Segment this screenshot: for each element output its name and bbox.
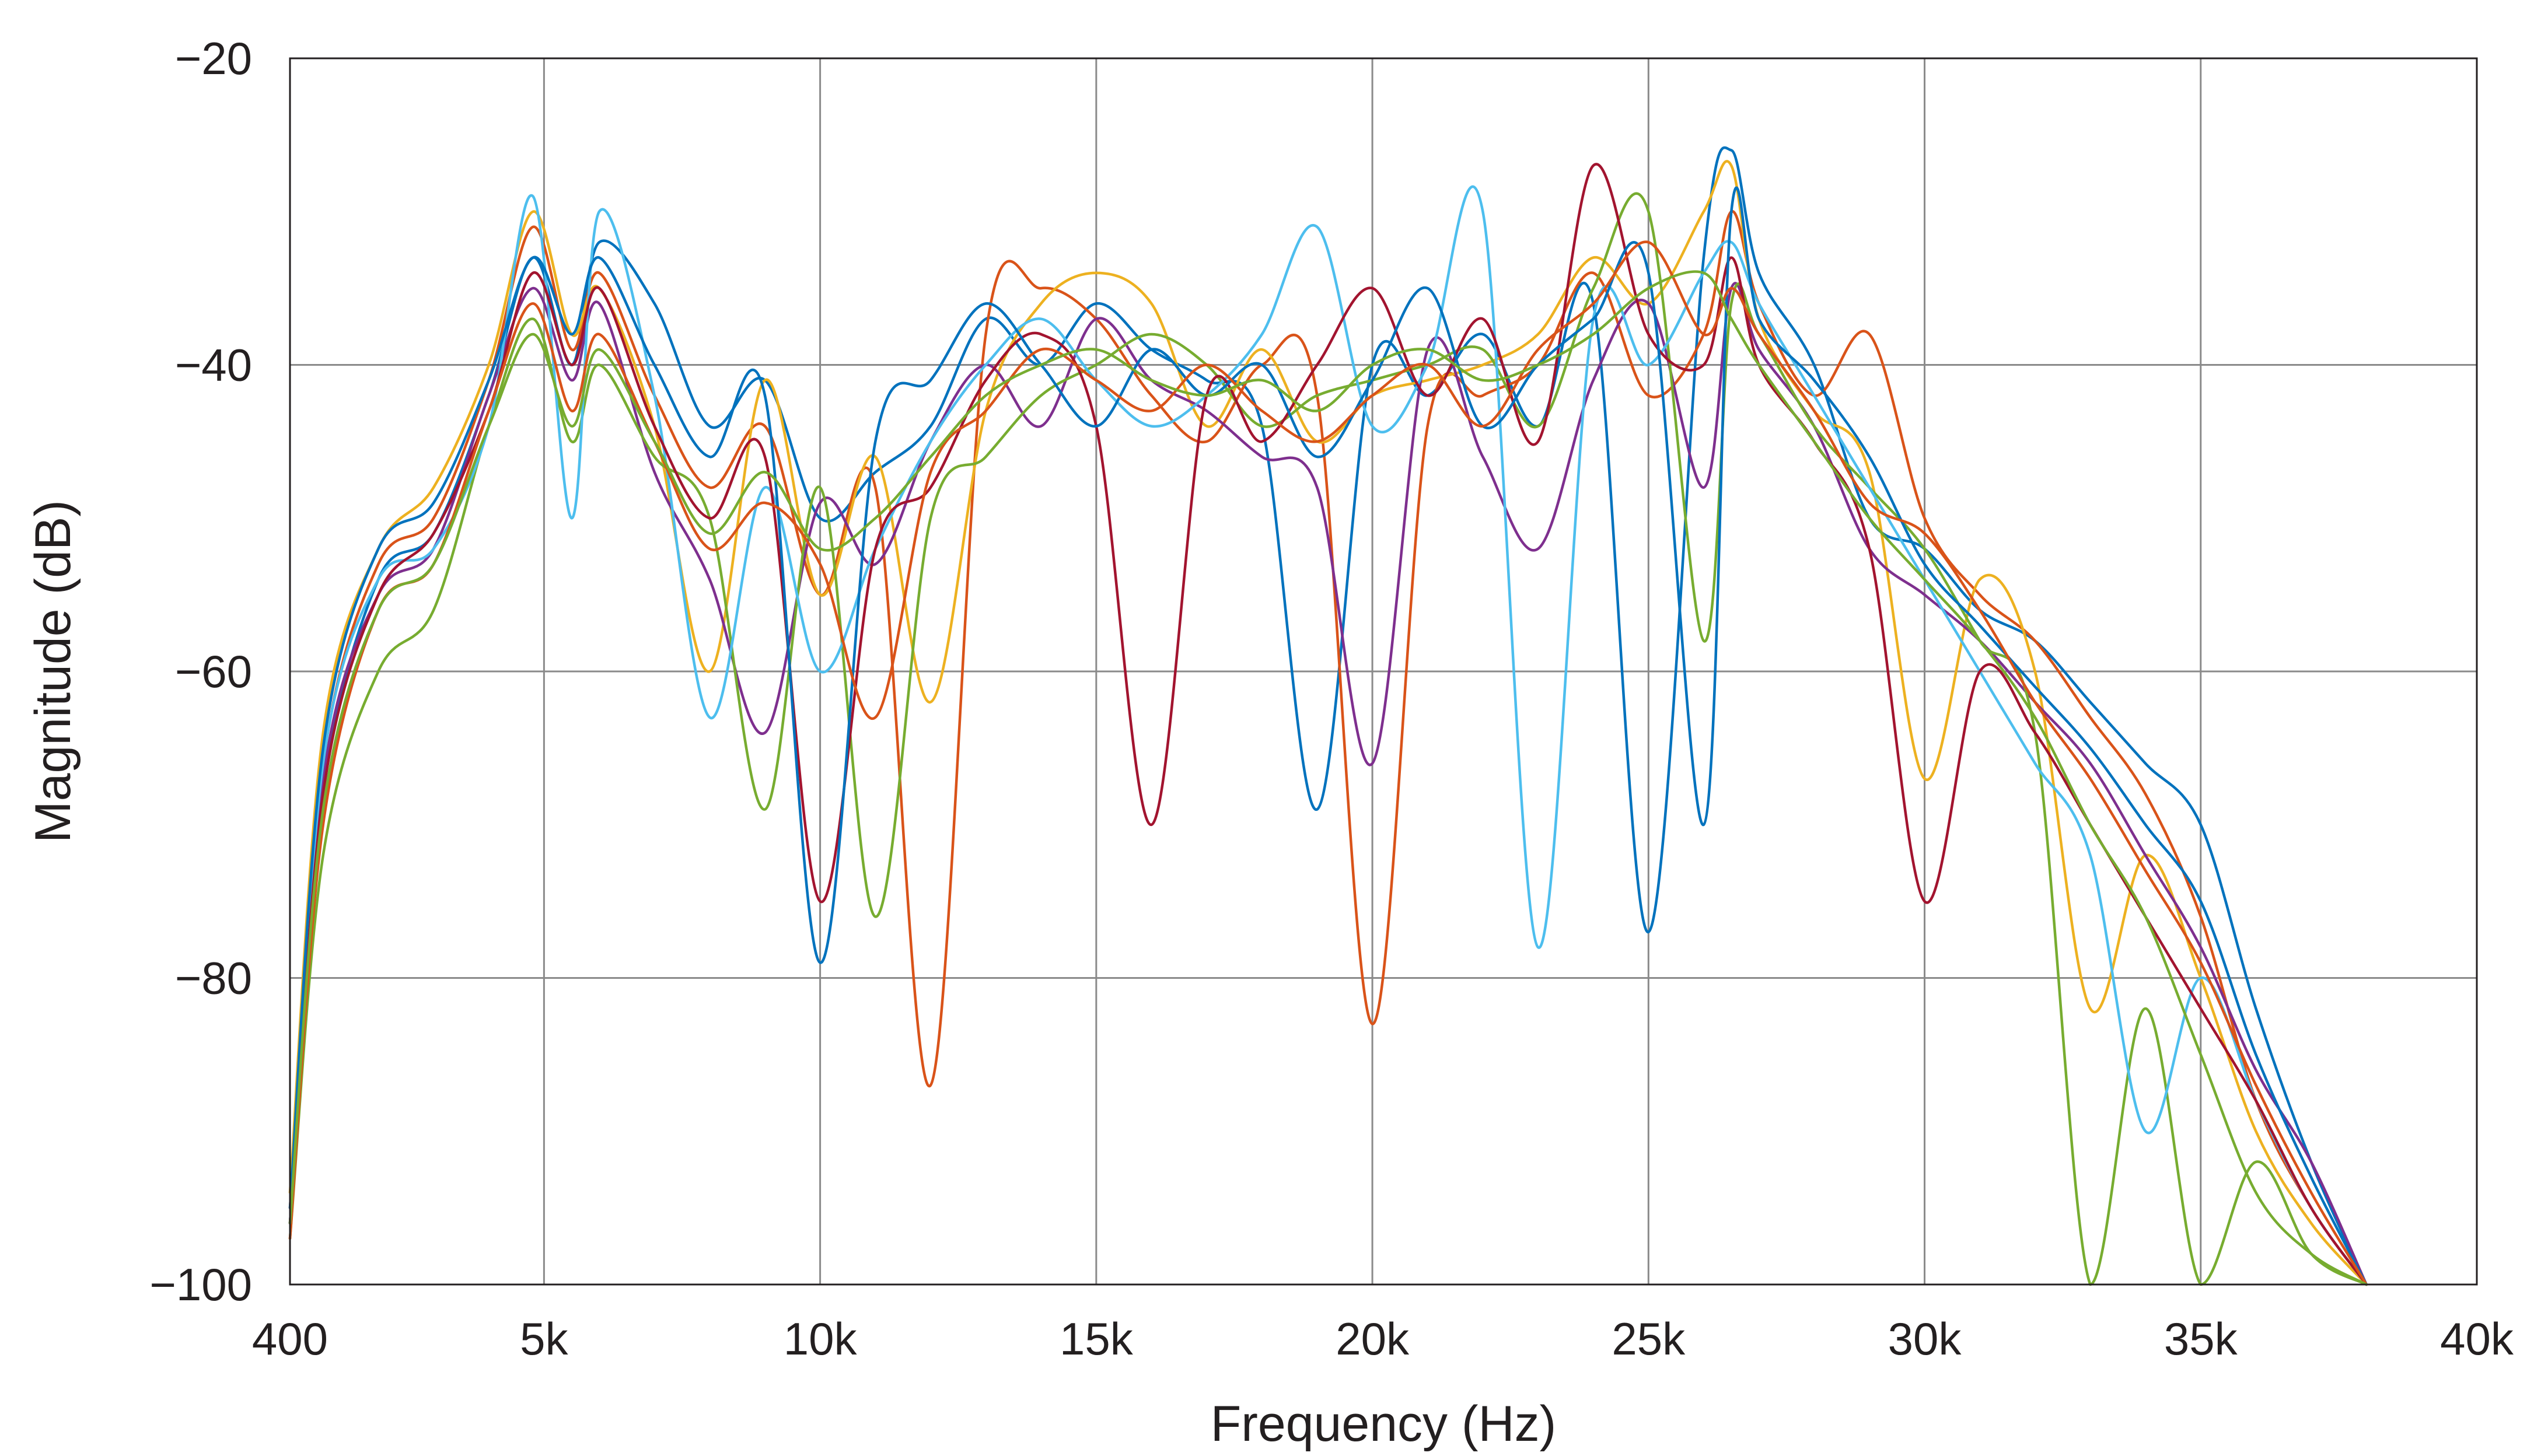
series-line-10 <box>288 270 2368 1286</box>
y-tick-label: −100 <box>149 1259 252 1310</box>
series-line-8 <box>288 186 2368 1286</box>
x-tick-label: 25k <box>1612 1313 1686 1364</box>
x-tick-label: 40k <box>2440 1313 2514 1364</box>
y-tick-label: −40 <box>175 340 252 391</box>
y-tick-label: −20 <box>175 33 252 84</box>
x-axis-label: Frequency (Hz) <box>1211 1396 1557 1452</box>
series-line-7 <box>288 163 2368 1286</box>
series-line-4 <box>288 282 2368 1286</box>
y-tick-label: −60 <box>175 646 252 697</box>
x-tick-labels: 400 5k 10k 15k 20k 25k 30k 35k 40k <box>252 1313 2514 1364</box>
series-lines <box>288 146 2368 1286</box>
x-tick-label: 35k <box>2164 1313 2238 1364</box>
x-tick-label: 400 <box>252 1313 328 1364</box>
y-axis-label: Magnitude (dB) <box>25 500 81 843</box>
x-tick-label: 30k <box>1888 1313 1962 1364</box>
y-tick-labels: −100 −80 −60 −40 −20 <box>149 33 252 1310</box>
series-line-6 <box>288 186 2368 1286</box>
series-line-2 <box>288 210 2368 1286</box>
y-tick-label: −80 <box>175 953 252 1004</box>
x-tick-label: 10k <box>784 1313 858 1364</box>
x-tick-label: 20k <box>1336 1313 1410 1364</box>
x-tick-label: 5k <box>520 1313 568 1364</box>
series-line-9 <box>288 240 2368 1286</box>
plot-frame <box>289 57 2478 1286</box>
series-line-5 <box>288 192 2368 1286</box>
x-tick-label: 15k <box>1060 1313 1134 1364</box>
series-line-1 <box>288 146 2368 1286</box>
